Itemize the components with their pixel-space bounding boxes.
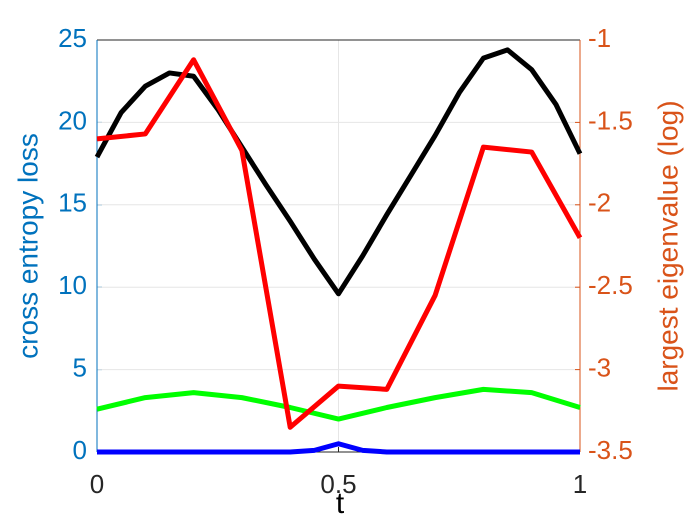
y2-tick-label: -3.5 bbox=[588, 435, 633, 465]
x-axis-label: t bbox=[336, 487, 345, 520]
y-tick-label: 10 bbox=[58, 270, 87, 300]
y-tick-label: 25 bbox=[58, 23, 87, 53]
y-tick-label: 0 bbox=[73, 435, 87, 465]
x-tick-label: 0 bbox=[90, 469, 104, 499]
y2-tick-label: -1 bbox=[588, 23, 611, 53]
y2-tick-label: -3 bbox=[588, 352, 611, 382]
y2-axis-label: largest eigenvalue (log) bbox=[652, 100, 683, 391]
y2-tick-label: -2 bbox=[588, 188, 611, 218]
x-tick-label: 0.5 bbox=[320, 469, 356, 499]
line-series bbox=[97, 441, 580, 455]
y-tick-label: 20 bbox=[58, 105, 87, 135]
y-tick-label: 5 bbox=[73, 352, 87, 382]
y2-tick-label: -2.5 bbox=[588, 270, 633, 300]
y2-tick-label: -1.5 bbox=[588, 105, 633, 135]
line-series bbox=[94, 47, 583, 297]
line-series bbox=[96, 386, 581, 422]
line-series bbox=[96, 57, 583, 430]
x-tick-label: 1 bbox=[573, 469, 587, 499]
y-tick-label: 15 bbox=[58, 188, 87, 218]
y-axis-label: cross entropy loss bbox=[12, 133, 43, 359]
